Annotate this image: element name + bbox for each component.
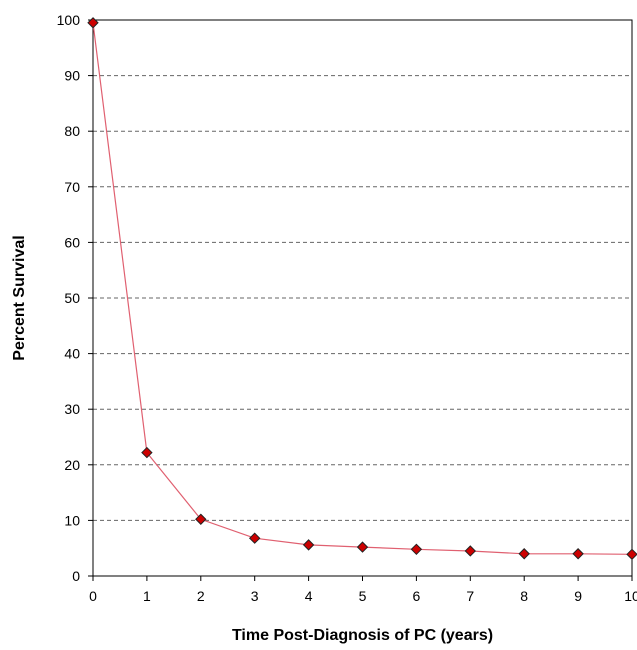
x-tick-label: 2	[197, 588, 205, 604]
y-tick-label: 20	[64, 457, 80, 473]
gridlines	[93, 75, 632, 521]
x-tick-label: 4	[305, 588, 313, 604]
y-tick-label: 0	[72, 568, 80, 584]
x-axis-ticks: 0 1 2 3 4 5 6 7 8 9 10	[89, 576, 637, 604]
y-tick-label: 80	[64, 123, 80, 139]
survival-line	[92, 22, 633, 555]
x-tick-label: 5	[359, 588, 367, 604]
y-tick-label: 10	[64, 512, 80, 528]
data-point-year-3	[248, 532, 261, 544]
y-tick-label: 40	[64, 346, 80, 362]
x-tick-label: 6	[413, 588, 421, 604]
x-tick-label: 7	[466, 588, 474, 604]
x-axis-title: Time Post-Diagnosis of PC (years)	[232, 627, 493, 644]
x-tick-label: 3	[251, 588, 259, 604]
y-tick-label: 100	[57, 12, 81, 28]
data-point-year-4	[302, 539, 315, 551]
y-axis-ticks: 0 10 20 30 40 50 60 70 80 90 100	[57, 12, 93, 584]
x-tick-label: 10	[624, 588, 637, 604]
y-tick-label: 50	[64, 290, 80, 306]
data-point-year-8	[518, 548, 530, 560]
data-point-year-7	[464, 545, 477, 557]
x-tick-label: 0	[89, 588, 97, 604]
x-tick-label: 9	[574, 588, 582, 604]
data-point-year-5	[356, 541, 369, 553]
y-tick-label: 70	[64, 179, 80, 195]
data-point-year-9	[572, 548, 584, 560]
survival-series	[87, 17, 637, 561]
x-tick-label: 1	[143, 588, 151, 604]
x-tick-label: 8	[520, 588, 528, 604]
data-point-year-2	[195, 513, 207, 525]
y-tick-label: 90	[64, 68, 80, 84]
data-point-year-10	[626, 548, 637, 561]
data-point-year-0	[87, 17, 99, 29]
data-point-year-1	[141, 446, 153, 459]
data-point-year-6	[410, 543, 423, 556]
y-axis-title: Percent Survival	[11, 235, 28, 360]
y-tick-label: 30	[64, 401, 80, 417]
y-tick-label: 60	[64, 234, 80, 250]
